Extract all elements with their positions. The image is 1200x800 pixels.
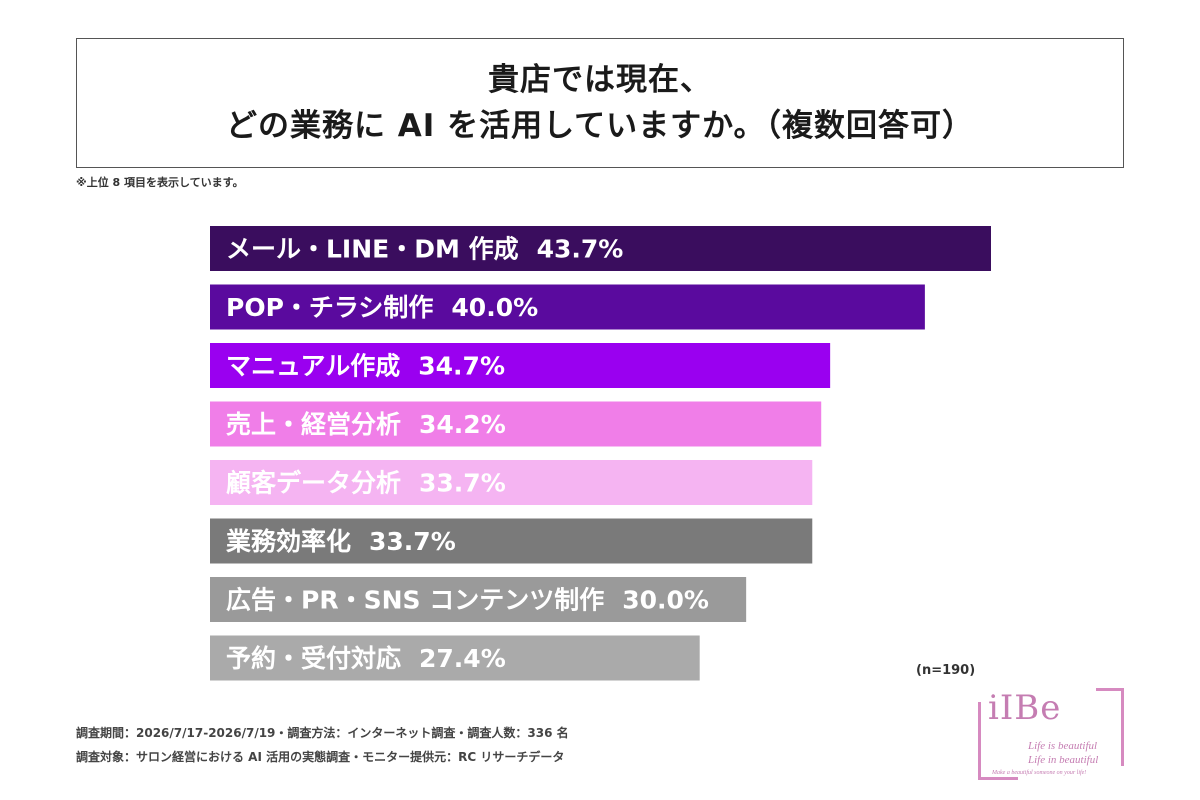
bar-3 — [210, 343, 831, 388]
bar-group-6: 業務効率化 33.7% — [210, 518, 813, 564]
bar-group-4: 売上・経営分析 34.2% — [210, 401, 822, 447]
category-label-2: POP・チラシ制作 — [226, 293, 433, 322]
bar-label-1: メール・LINE・DM 作成 43.7% — [226, 235, 623, 264]
category-label-4: 売上・経営分析 — [226, 410, 401, 439]
bar-label-6: 業務効率化 33.7% — [226, 527, 456, 556]
category-label-8: 予約・受付対応 — [226, 644, 401, 673]
logo-frame-right — [1121, 688, 1124, 766]
bar-group-1: メール・LINE・DM 作成 43.7% — [210, 226, 991, 271]
bar-group-8: 予約・受付対応 27.4% — [210, 635, 700, 681]
category-label-7: 広告・PR・SNS コンテンツ制作 — [226, 586, 604, 615]
category-label-1: メール・LINE・DM 作成 — [226, 235, 519, 264]
note-text: ※上位 8 項目を表示しています。 — [76, 176, 244, 189]
value-label-5: 33.7% — [419, 469, 506, 498]
value-label-6: 33.7% — [369, 527, 456, 556]
bar-7 — [210, 577, 747, 622]
title-line-1: 貴店では現在、 — [488, 62, 712, 98]
bar-2 — [210, 284, 925, 330]
logo-frame-top — [1096, 688, 1124, 691]
bar-group-5: 顧客データ分析 33.7% — [210, 460, 813, 505]
bar-group-2: POP・チラシ制作 40.0% — [210, 284, 925, 330]
logo-frame-bottom — [978, 777, 1018, 780]
survey-period-text: 調査期間：2026/7/17-2026/7/19・調査方法：インターネット調査・… — [76, 726, 569, 740]
value-label-8: 27.4% — [419, 644, 506, 673]
bar-6 — [210, 518, 813, 564]
bar-4 — [210, 401, 822, 447]
bar-label-7: 広告・PR・SNS コンテンツ制作 30.0% — [226, 586, 709, 615]
category-label-6: 業務効率化 — [226, 527, 351, 556]
sample-size-label: (n=190) — [916, 663, 976, 678]
bar-group-3: マニュアル作成 34.7% — [210, 343, 831, 388]
survey-target-text: 調査対象：サロン経営における AI 活用の実態調査・モニター提供元：RC リサー… — [76, 750, 565, 764]
title-line-2: どの業務に AI を活用していますか。（複数回答可） — [225, 108, 975, 144]
bar-1 — [210, 226, 991, 271]
title-box: 貴店では現在、 どの業務に AI を活用していますか。（複数回答可） — [76, 38, 1124, 168]
logo-tagline-1: Life is beautiful — [1028, 740, 1098, 752]
category-label-5: 顧客データ分析 — [226, 469, 401, 498]
category-label-3: マニュアル作成 — [226, 352, 400, 381]
bar-label-8: 予約・受付対応 27.4% — [226, 644, 506, 673]
bar-label-4: 売上・経営分析 34.2% — [226, 410, 506, 439]
logo-frame-left — [978, 702, 981, 780]
bar-5 — [210, 460, 813, 505]
iibe-logo: iIBe Life is beautiful Life in beautiful… — [978, 688, 1126, 780]
bar-label-3: マニュアル作成 34.7% — [226, 352, 505, 381]
bar-group-7: 広告・PR・SNS コンテンツ制作 30.0% — [210, 577, 747, 622]
logo-tagline-3: Make a beautiful someone on your life! — [992, 770, 1087, 776]
bar-8 — [210, 635, 700, 681]
value-label-2: 40.0% — [451, 293, 538, 322]
value-label-3: 34.7% — [418, 352, 505, 381]
logo-wordmark: iIBe — [988, 688, 1062, 728]
value-label-4: 34.2% — [419, 410, 506, 439]
logo-tagline-2: Life in beautiful — [1028, 754, 1099, 766]
bar-label-5: 顧客データ分析 33.7% — [226, 469, 506, 498]
value-label-7: 30.0% — [622, 586, 709, 615]
value-label-1: 43.7% — [537, 235, 624, 264]
bar-label-2: POP・チラシ制作 40.0% — [226, 293, 538, 322]
